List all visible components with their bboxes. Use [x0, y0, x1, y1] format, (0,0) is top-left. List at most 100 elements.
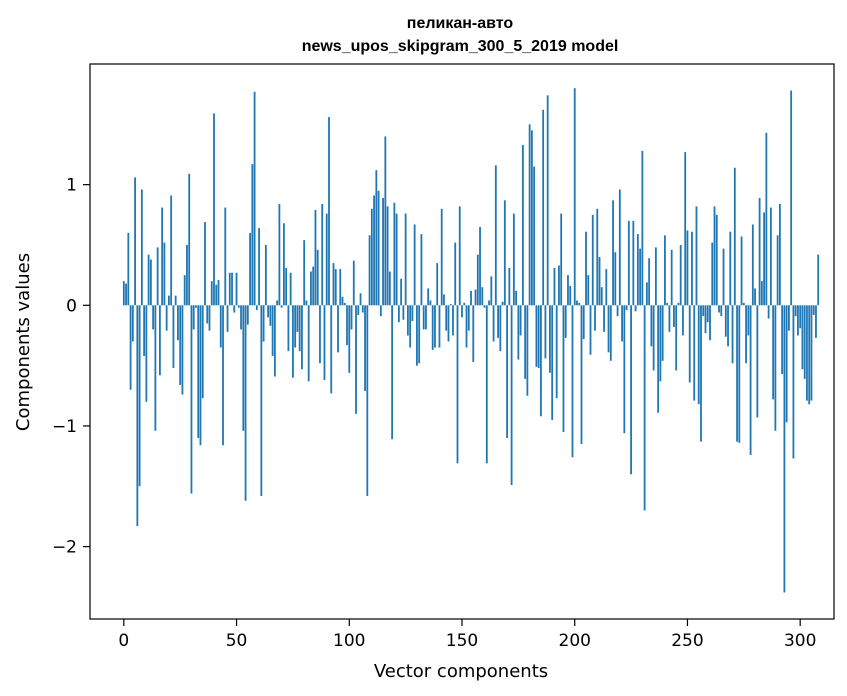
bar: [600, 287, 603, 306]
bar: [201, 305, 204, 399]
bar: [526, 305, 529, 396]
bar: [609, 305, 612, 361]
bar: [781, 305, 784, 375]
bar: [695, 206, 698, 306]
bar: [524, 305, 527, 379]
bar: [630, 305, 632, 475]
bar: [183, 275, 186, 306]
x-tick-label: 200: [559, 631, 591, 651]
bar: [542, 109, 545, 306]
bar: [472, 305, 475, 363]
bar: [666, 302, 669, 306]
bar: [235, 272, 238, 306]
bar: [192, 305, 195, 330]
bar: [560, 213, 563, 306]
bar: [449, 304, 452, 306]
bar: [706, 305, 709, 323]
bar: [388, 271, 391, 306]
bar: [321, 203, 324, 306]
bar: [546, 95, 549, 306]
bar: [199, 305, 202, 446]
bar: [463, 302, 466, 306]
bar: [512, 213, 515, 306]
bar: [492, 305, 495, 342]
bar: [233, 305, 236, 313]
x-tick-label: 0: [118, 631, 129, 651]
bar: [688, 305, 691, 383]
bar: [582, 305, 585, 340]
chart-title-line1: пеликан-авто: [407, 15, 514, 32]
bar: [616, 305, 619, 317]
bar: [494, 165, 497, 306]
bar: [803, 305, 806, 379]
bar: [503, 200, 506, 306]
bar: [154, 305, 157, 431]
bar: [337, 305, 339, 353]
bar: [594, 305, 596, 331]
bar: [298, 305, 301, 352]
bar: [210, 281, 213, 306]
bar: [355, 305, 357, 414]
bar: [197, 305, 200, 439]
bar: [416, 305, 418, 366]
bar: [727, 305, 729, 347]
bar: [682, 305, 684, 336]
bar: [643, 305, 646, 511]
bar: [772, 305, 775, 400]
bar: [330, 305, 333, 394]
bar: [134, 177, 136, 306]
bar: [515, 290, 518, 306]
bar: [801, 305, 804, 370]
bar: [269, 305, 272, 326]
bar: [567, 275, 569, 306]
bar: [641, 150, 644, 306]
bar: [310, 271, 312, 306]
bar: [506, 305, 508, 439]
x-tick-label: 100: [333, 631, 365, 651]
bar: [537, 305, 540, 369]
bar: [815, 305, 817, 338]
bar: [564, 305, 567, 338]
bar: [659, 305, 662, 382]
bar: [379, 305, 382, 317]
bar: [278, 203, 281, 306]
bar: [237, 305, 240, 308]
bar: [479, 226, 481, 306]
bar: [285, 267, 288, 306]
bar: [179, 305, 182, 385]
bar: [670, 249, 673, 306]
bar: [395, 213, 398, 306]
bar: [429, 300, 432, 306]
bar: [713, 206, 716, 306]
bar: [251, 164, 254, 306]
bar: [591, 214, 594, 306]
bar: [418, 305, 421, 364]
bar: [422, 305, 425, 330]
bar: [508, 267, 511, 306]
bar: [704, 305, 707, 334]
bar: [627, 220, 630, 306]
bar: [788, 305, 790, 331]
bar: [445, 305, 448, 331]
bar: [497, 305, 499, 338]
bar: [255, 305, 258, 311]
bar: [709, 305, 711, 341]
bar: [603, 305, 605, 332]
bar: [598, 257, 601, 306]
bar: [158, 305, 161, 376]
bar: [544, 305, 547, 359]
bar: [352, 260, 355, 306]
bar: [785, 305, 788, 423]
bar: [267, 305, 270, 318]
bar: [377, 190, 380, 306]
bar: [447, 305, 450, 342]
bar: [215, 284, 218, 306]
bar: [156, 247, 159, 306]
bar: [161, 207, 164, 306]
bar: [339, 269, 342, 306]
bar: [476, 254, 479, 306]
x-tick-label: 50: [226, 631, 248, 651]
bar: [276, 300, 279, 306]
chart-title-line2: news_upos_skipgram_300_5_2019 model: [302, 38, 619, 55]
bar: [386, 206, 389, 306]
